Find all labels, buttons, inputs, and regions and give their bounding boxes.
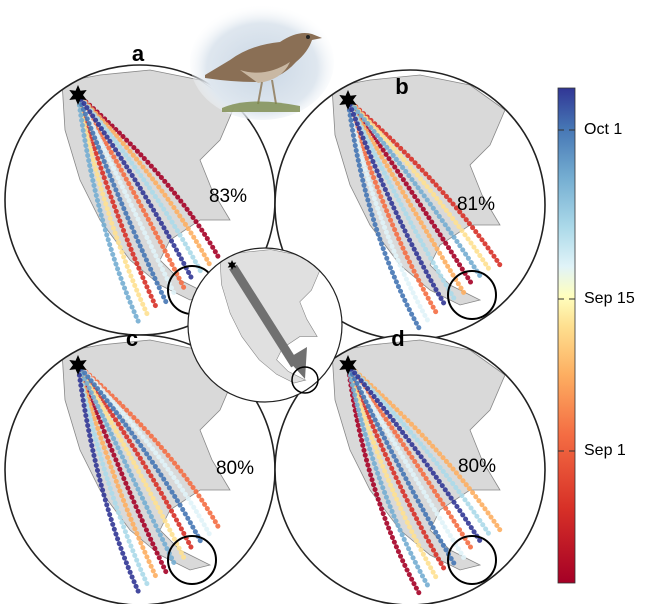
percent-label: 80%: [216, 458, 254, 479]
overview-map: [188, 248, 342, 402]
panel-label: a: [132, 41, 145, 66]
colorbar-tick-label: Oct 1: [584, 121, 622, 138]
colorbar-tick-label: Sep 1: [584, 442, 626, 459]
map-panels: a 83% b 81% c 80% d 80%: [5, 41, 545, 604]
bird-photo: [190, 4, 334, 120]
percent-label: 83%: [209, 186, 247, 207]
percent-label: 81%: [457, 194, 495, 215]
panel-label: c: [126, 326, 138, 351]
panel-label: b: [395, 74, 408, 99]
panel-label: d: [391, 326, 404, 351]
figure: a 83% b 81% c 80% d 80% Oct 1 Sep 15 Sep 1: [0, 0, 654, 604]
percent-label: 80%: [458, 456, 496, 477]
colorbar-tick-label: Sep 15: [584, 290, 635, 307]
colorbar: [558, 88, 575, 583]
